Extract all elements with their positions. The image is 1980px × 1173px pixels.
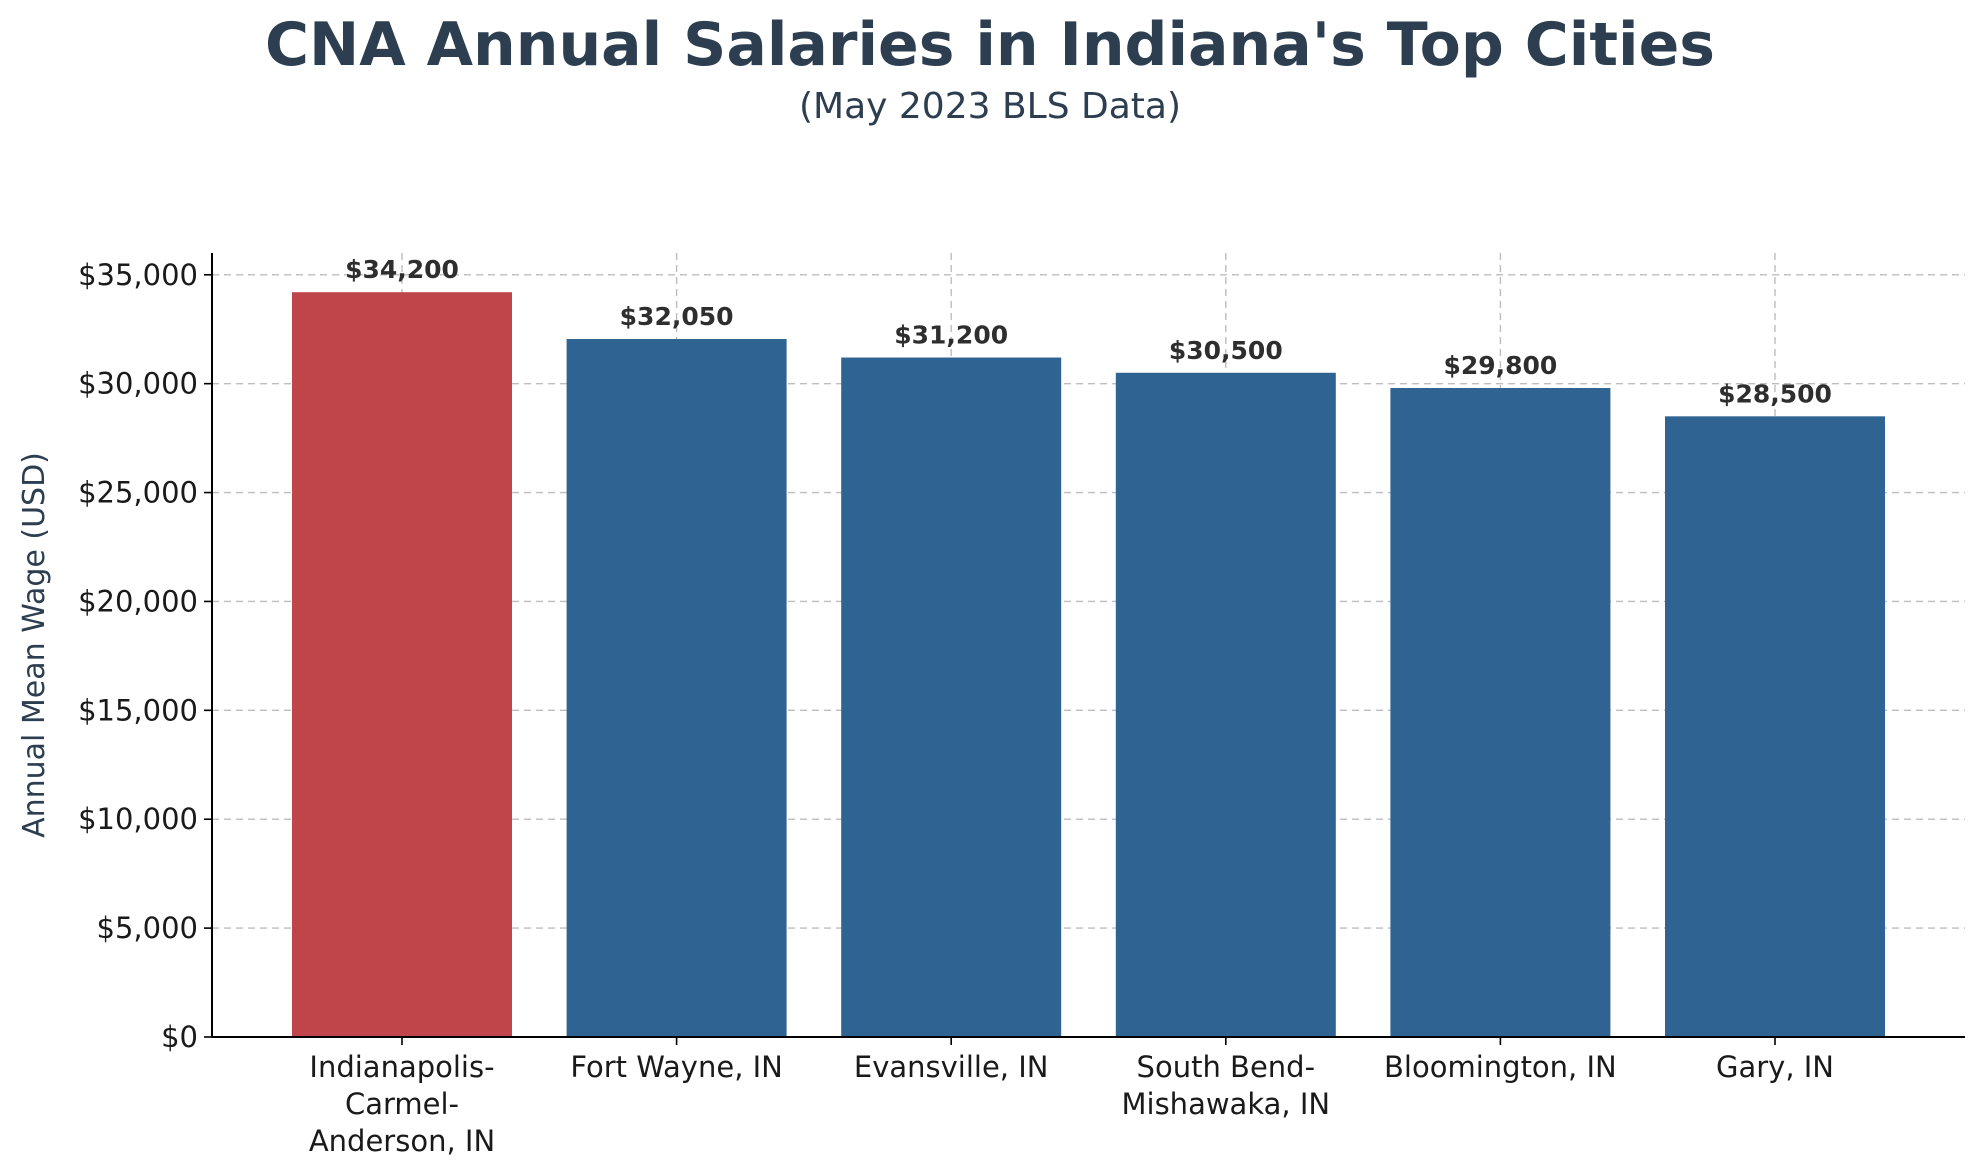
value-labels-layer: $34,200 $32,050 $31,200 $30,500 $29,800 $28,5… <box>345 255 1832 408</box>
y-tick-labels-layer: $0 $5,000 $10,000 $15,000 $20,000 $25,000 $30,… <box>78 258 198 1054</box>
y-tick-label: $5,000 <box>97 911 198 945</box>
axes-layer <box>204 253 1965 1045</box>
bar <box>1115 372 1336 1037</box>
chart-subtitle: (May 2023 BLS Data) <box>799 86 1181 127</box>
y-tick-label: $25,000 <box>78 476 198 510</box>
bar <box>841 357 1062 1037</box>
y-tick-label: $30,000 <box>78 367 198 401</box>
x-tick-label: Fort Wayne, IN <box>570 1050 783 1084</box>
bar-value-label: $29,800 <box>1443 351 1557 380</box>
bars-layer <box>292 292 1885 1037</box>
x-tick-label: South Bend-Mishawaka, IN <box>1122 1050 1331 1121</box>
bar <box>1665 416 1885 1037</box>
x-tick-label: Evansville, IN <box>854 1050 1049 1084</box>
bar-value-label: $31,200 <box>894 321 1008 350</box>
y-tick-label: $35,000 <box>78 258 198 292</box>
y-tick-label: $15,000 <box>78 693 198 727</box>
bar-value-label: $28,500 <box>1718 379 1832 408</box>
x-tick-labels-layer: Indianapolis-Carmel-Anderson, IN Fort Way… <box>309 1050 1834 1158</box>
bar-value-label: $32,050 <box>620 302 734 331</box>
bar <box>292 292 512 1037</box>
bar-value-label: $34,200 <box>345 255 459 284</box>
chart-title: CNA Annual Salaries in Indiana's Top Cit… <box>265 10 1715 80</box>
bar-value-label: $30,500 <box>1169 336 1283 365</box>
y-tick-label: $20,000 <box>78 584 198 618</box>
y-tick-label: $0 <box>161 1020 198 1054</box>
x-tick-label: Bloomington, IN <box>1384 1050 1617 1084</box>
bar <box>1390 388 1611 1037</box>
y-axis-label: Annual Mean Wage (USD) <box>17 452 52 838</box>
x-tick-label: Indianapolis-Carmel-Anderson, IN <box>309 1050 495 1158</box>
x-tick-label: Gary, IN <box>1716 1050 1834 1084</box>
bar <box>566 339 787 1037</box>
y-tick-label: $10,000 <box>78 802 198 836</box>
